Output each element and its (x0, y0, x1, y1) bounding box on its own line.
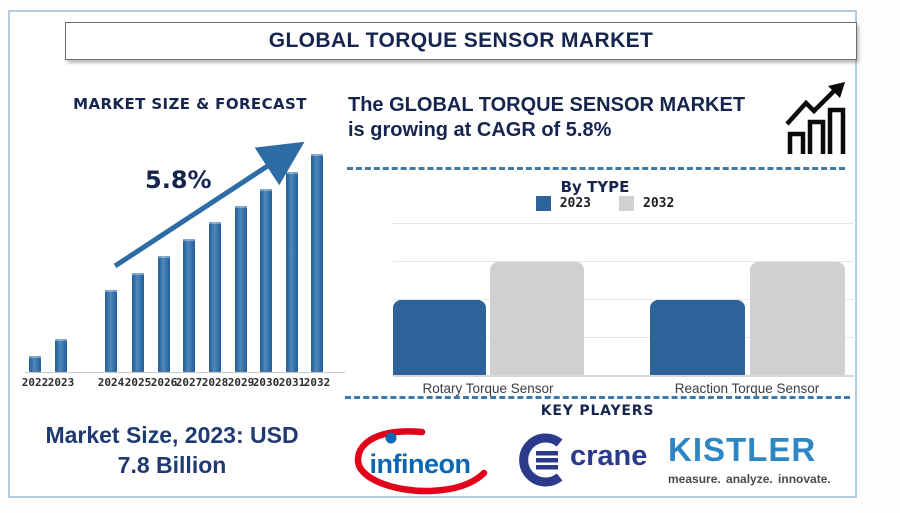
forecast-bar-2027 (183, 239, 195, 372)
forecast-year-label: 2030 (252, 376, 280, 389)
bytype-legend: 2023 2032 (455, 196, 755, 211)
market-size-line1: Market Size, 2023: USD (45, 422, 299, 448)
title-bar: GLOBAL TORQUE SENSOR MARKET (65, 22, 857, 60)
forecast-bar-2025 (132, 273, 144, 372)
infineon-swoosh-icon (354, 428, 488, 495)
bytype-bar-2023-group0 (393, 300, 486, 375)
bytype-bar-2032-group1 (750, 262, 845, 375)
kistler-logo: KISTLER measure. analyze. innovate. (668, 431, 838, 495)
forecast-bar-2026 (158, 256, 170, 372)
infineon-wordmark: infineon (369, 449, 471, 479)
forecast-heading: MARKET SIZE & FORECAST (73, 95, 307, 113)
forecast-year-label: 2029 (227, 376, 255, 389)
forecast-bar-2032 (311, 154, 323, 372)
forecast-axis-line (25, 372, 345, 373)
page-title: GLOBAL TORQUE SENSOR MARKET (268, 29, 654, 52)
forecast-bar-2024 (105, 290, 117, 372)
bytype-category-label: Reaction Torque Sensor (674, 381, 820, 396)
headline-text: The GLOBAL TORQUE SENSOR MARKET is growi… (348, 93, 778, 143)
trend-arrow-icon (113, 141, 305, 269)
bytype-plot (393, 223, 858, 377)
forecast-year-label: 2024 (97, 376, 125, 389)
crane-wordmark: crane (570, 440, 648, 472)
legend-label: 2032 (643, 196, 675, 211)
kistler-wordmark: KISTLER (668, 431, 817, 468)
key-players-heading: KEY PLAYERS (540, 403, 655, 419)
forecast-bar-2030 (260, 189, 272, 372)
infineon-logo: infineon (350, 423, 490, 501)
forecast-year-label: 2025 (124, 376, 152, 389)
forecast-bar-2022 (29, 356, 41, 372)
forecast-year-label: 2032 (303, 376, 331, 389)
forecast-bar-2031 (286, 172, 298, 372)
growth-chart-icon (785, 82, 846, 154)
headline-line1: The GLOBAL TORQUE SENSOR MARKET (348, 94, 746, 116)
forecast-year-label: 2028 (201, 376, 229, 389)
headline-line2: is growing at CAGR of 5.8% (348, 119, 612, 141)
dashed-separator-bottom (345, 396, 850, 399)
kistler-tagline: measure. analyze. innovate. (668, 472, 831, 486)
crane-c-icon (519, 433, 563, 487)
market-size-note: Market Size, 2023: USD 7.8 Billion (22, 420, 322, 480)
bytype-heading: By TYPE (560, 178, 630, 196)
market-size-line2: 7.8 Billion (117, 452, 227, 478)
forecast-year-label: 2022 (21, 376, 49, 389)
legend-item-2023: 2023 (535, 196, 591, 211)
dashed-separator-top (347, 167, 845, 170)
forecast-year-label: 2026 (150, 376, 178, 389)
forecast-bar-2023 (55, 339, 67, 372)
bytype-bar-2023-group1 (650, 300, 745, 375)
forecast-bar-2029 (235, 206, 247, 372)
forecast-plot (25, 140, 345, 372)
legend-swatch (619, 196, 634, 211)
crane-logo: crane (518, 430, 650, 494)
legend-item-2032: 2032 (619, 196, 674, 211)
cagr-label: 5.8% (145, 166, 212, 194)
forecast-year-label: 2027 (175, 376, 203, 389)
legend-label: 2023 (559, 196, 591, 211)
forecast-year-label: 2023 (47, 376, 75, 389)
bytype-bar-2032-group0 (490, 262, 584, 375)
forecast-year-label: 2031 (278, 376, 306, 389)
bytype-category-label: Rotary Torque Sensor (422, 381, 554, 396)
forecast-bar-2028 (209, 222, 221, 372)
legend-swatch (535, 196, 551, 211)
